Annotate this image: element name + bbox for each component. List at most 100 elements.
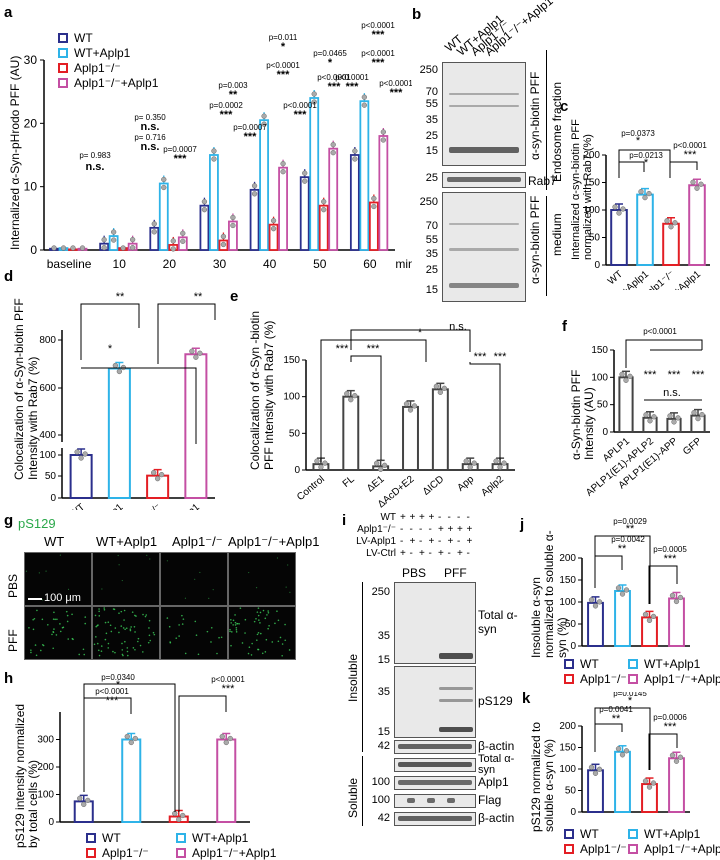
- y-tick-label: 150: [283, 355, 300, 366]
- significance-label: p=0.0007: [233, 123, 267, 132]
- speck: [244, 618, 247, 621]
- legend-item-ko: Aplp1⁻/⁻: [58, 60, 158, 75]
- data-point: [650, 780, 657, 786]
- speck: [184, 597, 187, 599]
- significance-label: n.s.: [141, 141, 160, 153]
- condition-sign: +: [447, 524, 454, 535]
- speck: [103, 608, 106, 611]
- speck: [267, 611, 270, 614]
- data-point: [361, 102, 368, 108]
- significance-label: p<0.0001: [211, 675, 245, 684]
- data-point: [497, 464, 503, 470]
- panel-c-chart: 050100150200WTWT+Aplp1Aplp1⁻/⁻Aplp1⁻/⁻+A…: [583, 129, 710, 290]
- bar-Aplp1⁻/⁻+Aplp1-50: [328, 147, 339, 251]
- bracket: [178, 695, 227, 812]
- speck: [139, 644, 142, 647]
- data-point: [158, 471, 165, 478]
- speck: [117, 554, 119, 557]
- label-rab7: Rab7: [528, 174, 557, 188]
- panel-h-chart: 0100200300p=0.0340*p<0.0001***p<0.0001**…: [37, 673, 250, 828]
- data-point: [627, 373, 633, 379]
- y-tick-label: 0: [294, 465, 300, 476]
- data-point: [170, 238, 176, 244]
- data-point: [124, 733, 130, 740]
- data-point: [380, 129, 387, 135]
- data-point: [615, 746, 622, 752]
- panel-k-chart: 0 50 100 150 200 p=0.0145*p=0.0041** p=0.0006*…: [559, 692, 690, 818]
- y-tick-label: 150: [559, 743, 576, 754]
- bracket: [618, 161, 645, 172]
- condition-sign: -: [400, 524, 404, 535]
- speck: [34, 644, 37, 646]
- condition-sign: +: [428, 536, 435, 547]
- condition-sign: +: [457, 548, 463, 559]
- bar-APLP1: [618, 376, 634, 433]
- speck: [259, 622, 261, 624]
- speck: [54, 618, 56, 621]
- data-point: [193, 354, 199, 360]
- data-point: [646, 617, 653, 624]
- speck: [181, 614, 183, 617]
- bar-WT: [587, 601, 604, 647]
- bracket: [81, 367, 197, 444]
- data-point: [110, 237, 117, 243]
- label-syn-pff-top: α-syn-biotin PFF: [528, 71, 542, 160]
- data-point: [151, 221, 157, 227]
- condition-sign: -: [447, 512, 451, 523]
- speck: [274, 622, 276, 625]
- bracket: [80, 303, 140, 360]
- bar-APLP1(E1)-APLP2: [642, 416, 658, 433]
- speck: [114, 651, 116, 654]
- panel-letter-j: j: [520, 516, 525, 533]
- speck: [107, 647, 110, 649]
- data-point: [314, 458, 320, 464]
- bar-WT: [69, 454, 93, 499]
- speck: [52, 618, 55, 620]
- significance-label: p=0.0213: [629, 151, 663, 160]
- data-point: [120, 245, 126, 251]
- data-point: [381, 462, 388, 468]
- significance-label: n.s.: [663, 387, 681, 399]
- bracket: [669, 161, 698, 178]
- data-point: [669, 752, 676, 758]
- data-point: [433, 383, 440, 389]
- bracket: [350, 329, 471, 352]
- speck: [124, 640, 126, 643]
- y-tick-label: 100: [37, 790, 54, 801]
- data-point: [667, 413, 673, 419]
- bar-Aplp1⁻/⁻+Aplp1-40: [278, 166, 288, 251]
- speck: [137, 637, 140, 640]
- speck: [199, 571, 201, 574]
- data-point: [150, 469, 157, 476]
- speck: [41, 643, 44, 646]
- condition-sign: +: [466, 536, 473, 547]
- condition-sign: -: [447, 548, 451, 559]
- x-tick-label: WT: [606, 269, 625, 287]
- data-point: [82, 451, 88, 457]
- speck: [45, 570, 47, 572]
- significance-label: n.s.: [86, 161, 105, 173]
- speck: [267, 627, 269, 630]
- speck: [52, 630, 54, 633]
- speck: [256, 639, 258, 641]
- speck: [62, 626, 65, 629]
- data-point: [588, 597, 595, 603]
- condition-sign: -: [457, 536, 461, 547]
- speck: [126, 654, 129, 657]
- speck: [109, 624, 112, 627]
- condition-sign: -: [400, 536, 404, 547]
- data-point: [270, 226, 277, 232]
- data-point: [615, 585, 622, 591]
- data-point: [101, 245, 107, 251]
- significance-label: *: [628, 695, 633, 707]
- speck: [98, 615, 101, 617]
- y-tick-label: 0: [50, 493, 56, 504]
- data-point: [642, 194, 648, 201]
- significance-label: p=0.0340: [101, 673, 135, 682]
- significance-label: ***: [328, 81, 342, 93]
- panel-letter-k: k: [522, 690, 531, 707]
- bracket: [83, 697, 132, 782]
- speck: [135, 615, 137, 617]
- data-point: [330, 142, 336, 148]
